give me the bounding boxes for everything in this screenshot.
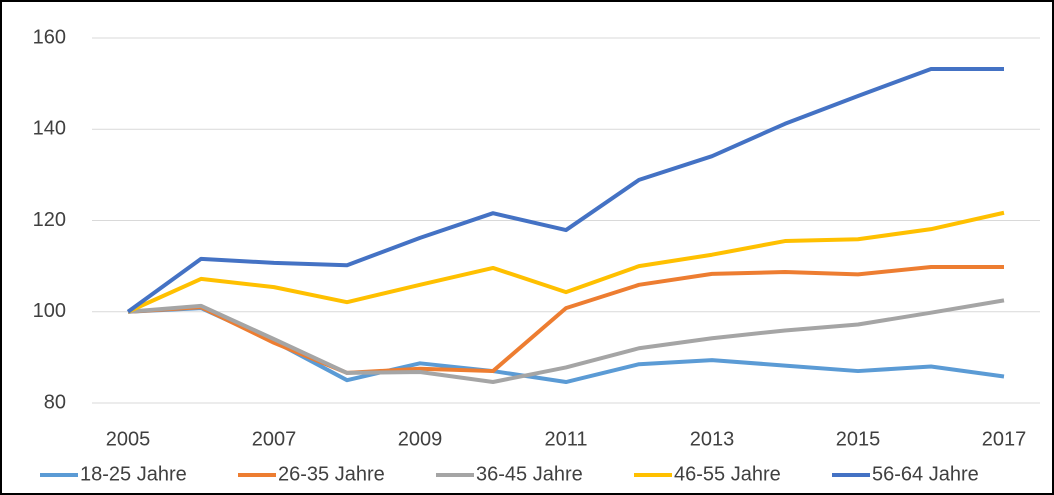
series-line [127,298,1005,385]
y-tick-label: 100 [33,300,66,322]
legend-label: 18-25 Jahre [80,463,187,485]
legend-label: 46-55 Jahre [674,463,781,485]
y-tick-label: 120 [33,209,66,231]
x-tick-label: 2015 [836,428,881,450]
x-tick-label: 2007 [252,428,297,450]
legend-label: 36-45 Jahre [476,463,583,485]
y-tick-label: 80 [44,391,66,413]
series-line [126,67,1004,314]
x-tick-label: 2009 [398,428,443,450]
y-tick-label: 160 [33,26,66,48]
x-tick-label: 2017 [982,428,1027,450]
x-tick-label: 2013 [690,428,735,450]
legend-label: 56-64 Jahre [872,463,979,485]
y-tick-label: 140 [33,118,66,140]
series-line [127,210,1005,314]
x-tick-label: 2011 [544,428,587,450]
legend-label: 26-35 Jahre [278,463,385,485]
series-line [127,265,1004,375]
x-tick-label: 2005 [106,428,151,450]
